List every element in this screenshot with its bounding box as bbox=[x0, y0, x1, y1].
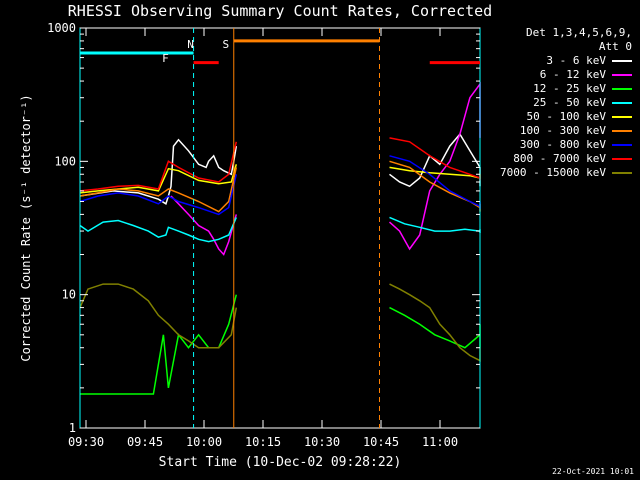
legend-item: 100 - 300 keV bbox=[500, 124, 632, 138]
series-300-800-keV-seg1 bbox=[79, 174, 238, 216]
legend-label: 3 - 6 keV bbox=[546, 54, 606, 67]
chart-title: RHESSI Observing Summary Count Rates, Co… bbox=[68, 2, 492, 20]
legend-item: 50 - 100 keV bbox=[500, 110, 632, 124]
y-tick-label: 1 bbox=[69, 421, 76, 435]
legend-label: 12 - 25 keV bbox=[533, 82, 606, 95]
legend-label: 300 - 800 keV bbox=[519, 138, 606, 151]
series-100-300-keV-seg1 bbox=[79, 167, 238, 213]
legend-swatch bbox=[612, 102, 632, 104]
legend-detectors: Det 1,3,4,5,6,9, bbox=[526, 26, 632, 39]
legend-item: 12 - 25 keV bbox=[500, 82, 632, 96]
annotation-f: F bbox=[162, 52, 169, 65]
legend-label: 50 - 100 keV bbox=[526, 110, 606, 123]
legend-swatch bbox=[612, 74, 632, 76]
series-6-12-keV-seg1 bbox=[170, 195, 238, 256]
legend: Det 1,3,4,5,6,9, Att 0 3 - 6 keV 6 - 12 k… bbox=[500, 26, 632, 180]
x-tick-label: 10:00 bbox=[186, 435, 222, 449]
series-25-50-keV-seg2 bbox=[389, 216, 481, 233]
series-6-12-keV-seg2 bbox=[389, 81, 481, 251]
series-12-25-keV-seg2 bbox=[389, 306, 481, 349]
legend-item: 3 - 6 keV bbox=[500, 54, 632, 68]
series-7000-15000-keV-seg1 bbox=[79, 283, 238, 349]
legend-item: 25 - 50 keV bbox=[500, 96, 632, 110]
series-25-50-keV-seg1 bbox=[79, 217, 237, 243]
series-12-25-keV-seg1 bbox=[80, 294, 238, 395]
legend-label: 25 - 50 keV bbox=[533, 96, 606, 109]
timestamp: 22-Oct-2021 10:01 bbox=[552, 467, 634, 476]
x-tick-label: 10:30 bbox=[304, 435, 340, 449]
legend-swatch bbox=[612, 172, 632, 174]
legend-item: 6 - 12 keV bbox=[500, 68, 632, 82]
x-tick-label: 10:15 bbox=[245, 435, 281, 449]
annotation-n: N bbox=[187, 38, 194, 51]
y-tick-label: 100 bbox=[54, 154, 76, 168]
legend-item: 800 - 7000 keV bbox=[500, 152, 632, 166]
legend-label: 7000 - 15000 keV bbox=[500, 166, 606, 179]
x-tick-label: 11:00 bbox=[422, 435, 458, 449]
legend-swatch bbox=[612, 158, 632, 160]
legend-swatch bbox=[612, 144, 632, 146]
x-tick-label: 09:45 bbox=[127, 435, 163, 449]
series-3-6-keV-seg1 bbox=[79, 138, 238, 205]
legend-item: 300 - 800 keV bbox=[500, 138, 632, 152]
y-tick-label: 10 bbox=[62, 288, 76, 302]
legend-swatch bbox=[612, 116, 632, 118]
y-axis-label: Corrected Count Rate (s⁻¹ detector⁻¹) bbox=[19, 94, 33, 361]
legend-swatch bbox=[612, 60, 632, 62]
x-tick-label: 10:45 bbox=[363, 435, 399, 449]
legend-attenuator: Att 0 bbox=[598, 40, 632, 53]
legend-item: 7000 - 15000 keV bbox=[500, 166, 632, 180]
x-axis-label: Start Time (10-Dec-02 09:28:22) bbox=[159, 455, 402, 470]
annotation-s: S bbox=[222, 38, 229, 51]
series-800-7000-keV-seg1 bbox=[79, 141, 238, 192]
legend-label: 800 - 7000 keV bbox=[513, 152, 606, 165]
y-tick-label: 1000 bbox=[47, 21, 76, 35]
legend-swatch bbox=[612, 130, 632, 132]
series-7000-15000-keV-seg2 bbox=[389, 283, 481, 362]
legend-label: 100 - 300 keV bbox=[519, 124, 606, 137]
legend-swatch bbox=[612, 88, 632, 90]
x-tick-label: 09:30 bbox=[68, 435, 104, 449]
series-100-300-keV-seg2 bbox=[389, 160, 481, 212]
legend-label: 6 - 12 keV bbox=[539, 68, 606, 81]
